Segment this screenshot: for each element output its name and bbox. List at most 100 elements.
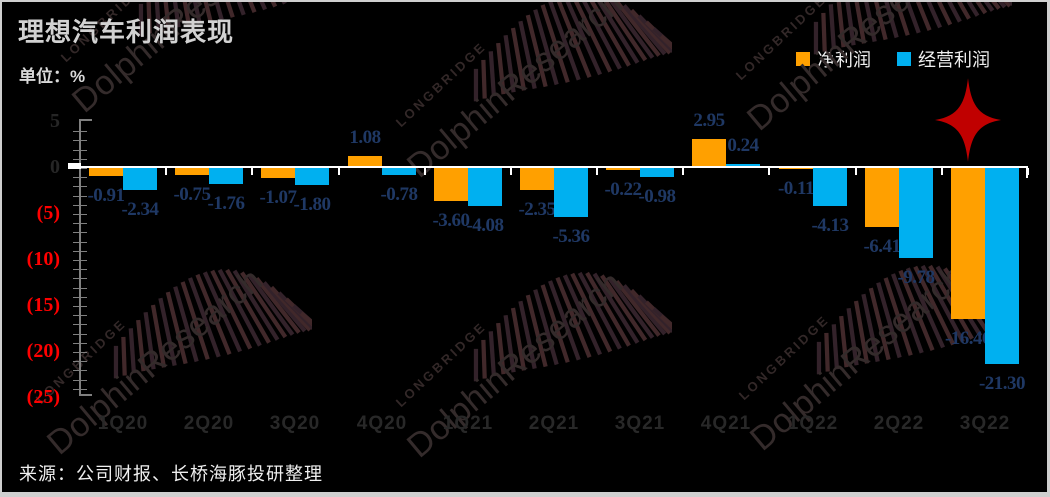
bar-value-label: -16.46 (944, 328, 992, 349)
bar-value-label: -6.41 (863, 236, 901, 257)
watermark-soundwave-icon (816, 264, 1015, 375)
watermark-brand-text: LONGBRIDGE (392, 318, 490, 410)
x-axis-label: 3Q20 (269, 413, 321, 434)
y-axis-tick (73, 278, 87, 279)
y-axis-tick (73, 186, 87, 187)
x-axis-tick (510, 168, 512, 175)
bar-net-profit-1Q22 (779, 168, 813, 169)
x-axis-label: 2Q22 (873, 413, 925, 434)
y-axis-tick (73, 177, 87, 178)
y-axis-tick (73, 223, 87, 224)
legend-item-operating-profit: 经营利润 (897, 46, 990, 72)
bar-value-label: -1.76 (207, 193, 245, 214)
bar-operating-profit-1Q20 (123, 168, 157, 190)
y-axis-label: (5) (36, 202, 60, 224)
bar-value-label: -4.08 (466, 215, 504, 236)
bar-value-label: 0.24 (727, 135, 759, 156)
bar-value-label: -1.07 (259, 187, 297, 208)
watermark-name-text: DolphinResearch (39, 260, 270, 463)
y-axis-tick (73, 389, 87, 390)
y-axis-tick (73, 232, 87, 233)
bar-value-label: 2.95 (693, 110, 725, 131)
bar-operating-profit-4Q21 (726, 164, 760, 166)
y-axis-tick (73, 288, 87, 289)
y-axis-label: 5 (50, 110, 60, 132)
y-axis-tick (73, 380, 87, 381)
bar-net-profit-3Q22 (951, 168, 985, 319)
legend-label-net-profit: 净利润 (817, 50, 871, 70)
y-axis-tick (73, 334, 87, 335)
watermark: LONGBRIDGE DolphinResearch (393, 263, 697, 492)
y-axis-tick (73, 324, 87, 325)
x-axis-label: 3Q21 (614, 413, 666, 434)
dolphin-logo-star-icon (935, 78, 1001, 162)
bar-operating-profit-1Q21 (468, 168, 502, 206)
y-axis-tick (73, 343, 87, 344)
bar-net-profit-2Q22 (865, 168, 899, 227)
y-axis-tick (73, 269, 87, 270)
bar-net-profit-1Q20 (89, 168, 123, 176)
bar-value-label: -9.78 (897, 267, 935, 288)
bar-value-label: -0.75 (173, 184, 211, 205)
x-axis-tick (338, 168, 340, 175)
y-axis-label: (25) (26, 386, 60, 408)
bar-value-label: -0.98 (638, 186, 676, 207)
bar-value-label: -3.60 (432, 210, 470, 231)
x-axis-tick (424, 168, 426, 175)
x-axis-tick (855, 168, 857, 175)
x-axis-label: 4Q21 (700, 413, 752, 434)
watermark-name-text: DolphinResearch (399, 263, 630, 466)
source-note: 来源：公司财报、长桥海豚投研整理 (19, 464, 323, 484)
watermark-brand-text: LONGBRIDGE (32, 315, 130, 407)
bar-value-label: -0.22 (604, 179, 642, 200)
y-axis-tick (73, 315, 87, 316)
x-axis-label: 1Q22 (787, 413, 839, 434)
x-axis-tick (768, 168, 770, 175)
y-axis-line (79, 120, 81, 395)
x-axis-tick (682, 168, 684, 175)
y-axis-label: (20) (26, 340, 60, 362)
x-axis-label: 2Q21 (528, 413, 580, 434)
unit-label: 单位：% (19, 67, 86, 86)
x-axis-tick (251, 168, 253, 175)
bar-value-label: -21.30 (978, 373, 1026, 394)
y-axis-tick (73, 352, 87, 353)
legend-item-net-profit: 净利润 (796, 46, 871, 72)
watermark-brand-text: LONGBRIDGE (392, 38, 490, 130)
y-axis-bottom-cap (79, 394, 92, 396)
x-axis-tick (165, 168, 167, 175)
bar-operating-profit-4Q20 (382, 168, 416, 175)
y-axis-label: (15) (26, 294, 60, 316)
bar-value-label: -1.80 (293, 194, 331, 215)
y-axis-tick (73, 205, 87, 206)
net-profit-swatch (796, 52, 810, 66)
zero-line (68, 166, 1028, 168)
x-axis-tick (941, 168, 943, 175)
bar-value-label: -2.35 (518, 199, 556, 220)
y-axis-tick (73, 150, 87, 151)
watermark-soundwave-icon (113, 268, 312, 379)
bar-value-label: -2.34 (121, 199, 159, 220)
watermark-soundwave-icon (473, 2, 672, 102)
watermark-soundwave-icon (473, 271, 672, 382)
y-axis-label: 0 (50, 156, 60, 178)
y-axis-tick (73, 214, 87, 215)
x-axis-label: 1Q20 (97, 413, 149, 434)
bar-value-label: 1.08 (349, 127, 381, 148)
y-axis-label: (10) (26, 248, 60, 270)
y-axis-top-cap (79, 119, 92, 121)
y-axis-tick (73, 159, 87, 160)
bar-operating-profit-2Q21 (554, 168, 588, 217)
bar-operating-profit-2Q20 (209, 168, 243, 184)
bar-net-profit-3Q21 (606, 168, 640, 170)
bar-net-profit-3Q20 (261, 168, 295, 178)
y-axis-tick (73, 306, 87, 307)
x-axis-tick (596, 168, 598, 175)
y-axis-tick (73, 140, 87, 141)
legend-label-operating-profit: 经营利润 (918, 50, 990, 70)
y-axis-tick (73, 196, 87, 197)
watermark: LONGBRIDGE DolphinResearch (736, 257, 1040, 492)
bar-net-profit-2Q20 (175, 168, 209, 175)
